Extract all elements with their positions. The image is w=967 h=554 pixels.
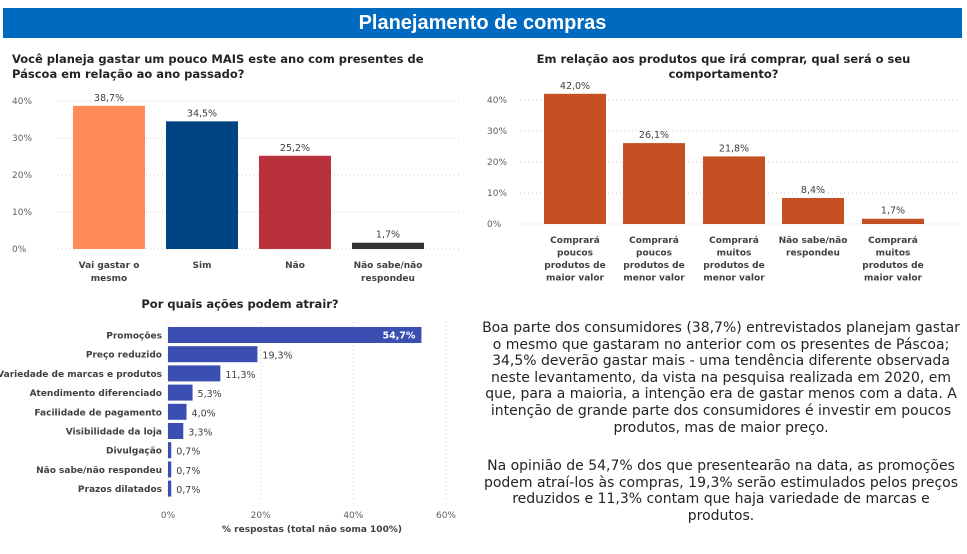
x-category-label: Não sabe/não (354, 261, 423, 271)
x-category-label: produtos de (703, 261, 764, 271)
data-label: 38,7% (94, 93, 124, 104)
chart1-title: Você planeja gastar um pouco MAIS este a… (12, 52, 424, 81)
data-label: 19,3% (262, 351, 292, 362)
x-category-label: Sim (193, 261, 212, 271)
bar[interactable] (168, 423, 184, 439)
y-tick-label: 10% (487, 189, 507, 199)
y-category-label: Facilidade de pagamento (34, 408, 162, 418)
x-tick-label: 40% (343, 511, 363, 521)
y-category-label: Prazos dilatados (78, 485, 162, 495)
x-category-label: muitos (717, 249, 752, 259)
x-category-label: respondeu (786, 249, 840, 259)
narrative-paragraph-2: Na opinião de 54,7% dos que presentearão… (483, 458, 959, 524)
bar[interactable] (623, 143, 685, 224)
bar[interactable] (168, 442, 172, 459)
data-label: 8,4% (801, 185, 825, 196)
y-category-label: Variedade de marcas e produtos (0, 370, 162, 380)
bar[interactable] (259, 155, 331, 249)
y-tick-label: 0% (487, 220, 502, 230)
data-label: 0,7% (176, 466, 200, 477)
x-category-label: respondeu (361, 274, 415, 284)
bar[interactable] (703, 156, 765, 224)
x-tick-label: 0% (161, 511, 176, 521)
data-label: 3,3% (188, 428, 212, 439)
y-category-label: Divulgação (106, 447, 162, 457)
bar[interactable] (73, 105, 145, 249)
y-tick-label: 40% (487, 96, 507, 106)
bar[interactable] (168, 365, 221, 382)
bar[interactable] (168, 480, 172, 497)
bar[interactable] (862, 218, 924, 224)
bar[interactable] (352, 242, 424, 249)
chart2-title: Em relação aos produtos que irá comprar,… (536, 52, 911, 81)
bar[interactable] (168, 384, 193, 401)
x-category-label: poucos (557, 249, 593, 259)
x-category-label: Comprará (709, 236, 759, 246)
x-category-label: mesmo (91, 274, 127, 284)
y-category-label: Atendimento diferenciado (30, 389, 162, 399)
data-label: 21,8% (719, 143, 749, 154)
data-label: 0,7% (176, 447, 200, 458)
x-category-label: Comprará (629, 236, 679, 246)
y-category-label: Não sabe/não respondeu (36, 466, 162, 476)
y-tick-label: 10% (12, 208, 32, 218)
bar[interactable] (166, 121, 238, 249)
bar[interactable] (168, 461, 172, 478)
x-category-label: produtos de (544, 261, 605, 271)
bar[interactable] (544, 93, 606, 224)
data-label: 0,7% (176, 485, 200, 496)
x-category-label: Vai gastar o (79, 261, 140, 271)
x-category-label: maior valor (864, 274, 922, 284)
x-category-label: maior valor (546, 274, 604, 284)
x-tick-label: 60% (436, 511, 456, 521)
y-tick-label: 20% (487, 158, 507, 168)
data-label: 34,5% (187, 108, 217, 119)
y-category-label: Visibilidade da loja (66, 428, 162, 438)
data-label: 11,3% (225, 370, 255, 381)
x-category-label: muitos (876, 249, 911, 259)
x-category-label: produtos de (623, 261, 684, 271)
page-header: Planejamento de compras (3, 8, 962, 38)
y-tick-label: 20% (12, 171, 32, 181)
x-axis-title: % respostas (total não soma 100%) (222, 525, 402, 535)
x-category-label: menor valor (703, 274, 765, 284)
x-tick-label: 20% (251, 511, 271, 521)
chart1-spend-more: 0% 10% 20% 30% 40% 38,7% Vai gastar o mesmo 34,5… (12, 93, 462, 284)
x-category-label: produtos de (862, 261, 923, 271)
data-label: 1,7% (376, 230, 400, 241)
chart2-behavior: 0% 10% 20% 30% 40% 42,0% Comprará poucos produto… (487, 81, 958, 284)
bar[interactable] (168, 403, 187, 420)
data-label: 1,7% (881, 206, 905, 217)
y-tick-label: 40% (12, 97, 32, 107)
y-category-label: Promoções (106, 332, 162, 342)
chart3-actions: 0% 20% 40% 60% % respostas (total não soma 1… (0, 322, 456, 535)
chart3-title: Por quais ações podem atrair? (141, 297, 339, 311)
x-category-label: Não sabe/não (779, 236, 848, 246)
data-label: 25,2% (280, 143, 310, 154)
data-label: 5,3% (198, 389, 222, 400)
data-label: 4,0% (192, 408, 216, 419)
narrative-paragraph-1: Boa parte dos consumidores (38,7%) entre… (482, 320, 960, 436)
y-tick-label: 0% (12, 245, 27, 255)
x-category-label: menor valor (623, 274, 685, 284)
x-category-label: Não (285, 261, 305, 271)
y-category-label: Preço reduzido (86, 351, 162, 361)
data-label: 42,0% (560, 81, 590, 92)
y-tick-label: 30% (487, 127, 507, 137)
page-title: Planejamento de compras (358, 12, 607, 34)
bar[interactable] (168, 346, 258, 363)
x-category-label: Comprará (868, 236, 918, 246)
bar[interactable] (168, 327, 422, 343)
x-category-label: poucos (636, 249, 672, 259)
x-category-label: Comprará (550, 236, 600, 246)
y-tick-label: 30% (12, 134, 32, 144)
data-label: 26,1% (639, 130, 669, 141)
data-label: 54,7% (382, 331, 415, 342)
bar[interactable] (782, 197, 844, 224)
